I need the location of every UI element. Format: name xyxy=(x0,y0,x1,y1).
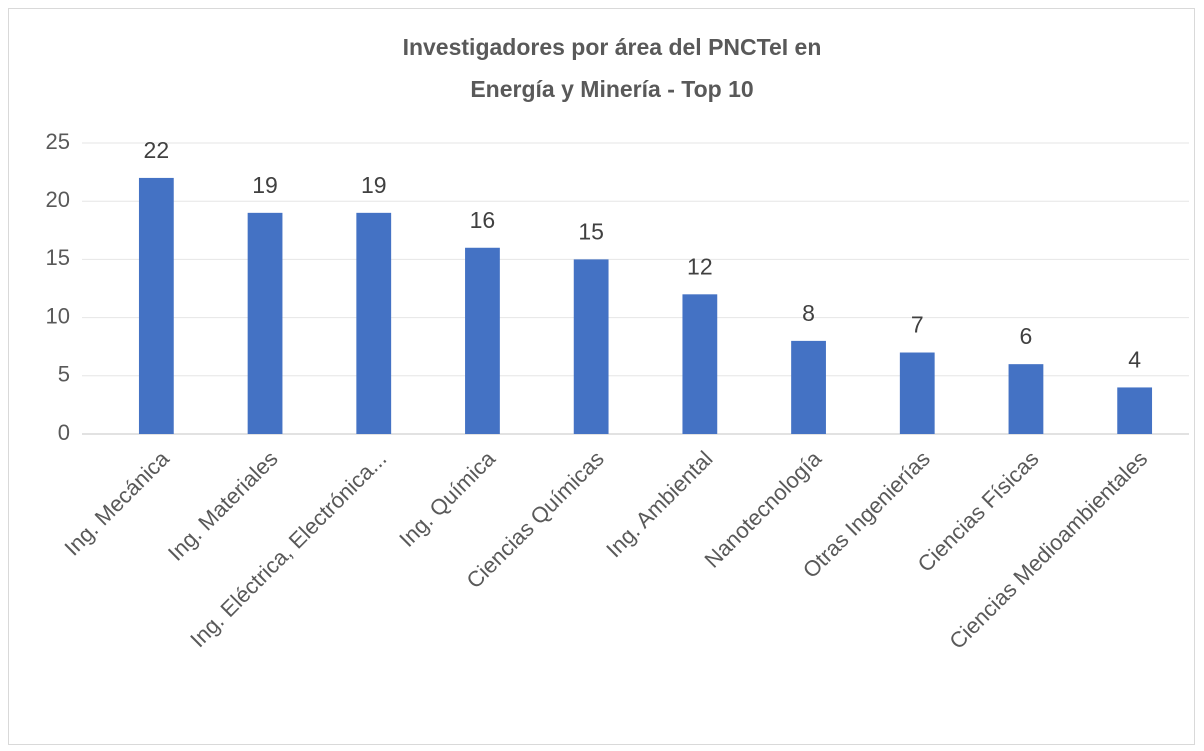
y-tick-label: 10 xyxy=(46,303,70,328)
data-label: 19 xyxy=(361,172,387,198)
chart-title: Energía y Minería - Top 10 xyxy=(470,76,753,102)
bar xyxy=(247,212,283,434)
bar xyxy=(791,340,826,434)
data-label: 16 xyxy=(470,207,496,233)
data-label: 8 xyxy=(802,300,815,326)
y-tick-label: 25 xyxy=(46,129,70,154)
y-tick-label: 15 xyxy=(46,245,70,270)
y-tick-label: 20 xyxy=(46,187,70,212)
y-tick-label: 0 xyxy=(58,420,70,445)
bar xyxy=(356,212,392,434)
data-label: 12 xyxy=(687,253,713,279)
bar xyxy=(465,247,500,434)
data-label: 19 xyxy=(252,172,278,198)
y-tick-label: 5 xyxy=(58,362,70,387)
data-label: 6 xyxy=(1020,323,1033,349)
bar xyxy=(899,352,935,434)
bar xyxy=(138,177,174,435)
data-label: 15 xyxy=(578,218,604,244)
bar xyxy=(1117,387,1153,434)
data-label: 4 xyxy=(1128,347,1141,373)
bar xyxy=(573,259,609,434)
bar xyxy=(1008,364,1044,434)
data-label: 22 xyxy=(144,137,170,163)
data-label: 7 xyxy=(911,312,924,338)
bar xyxy=(682,294,718,434)
chart-title: Investigadores por área del PNCTeI en xyxy=(403,34,822,60)
